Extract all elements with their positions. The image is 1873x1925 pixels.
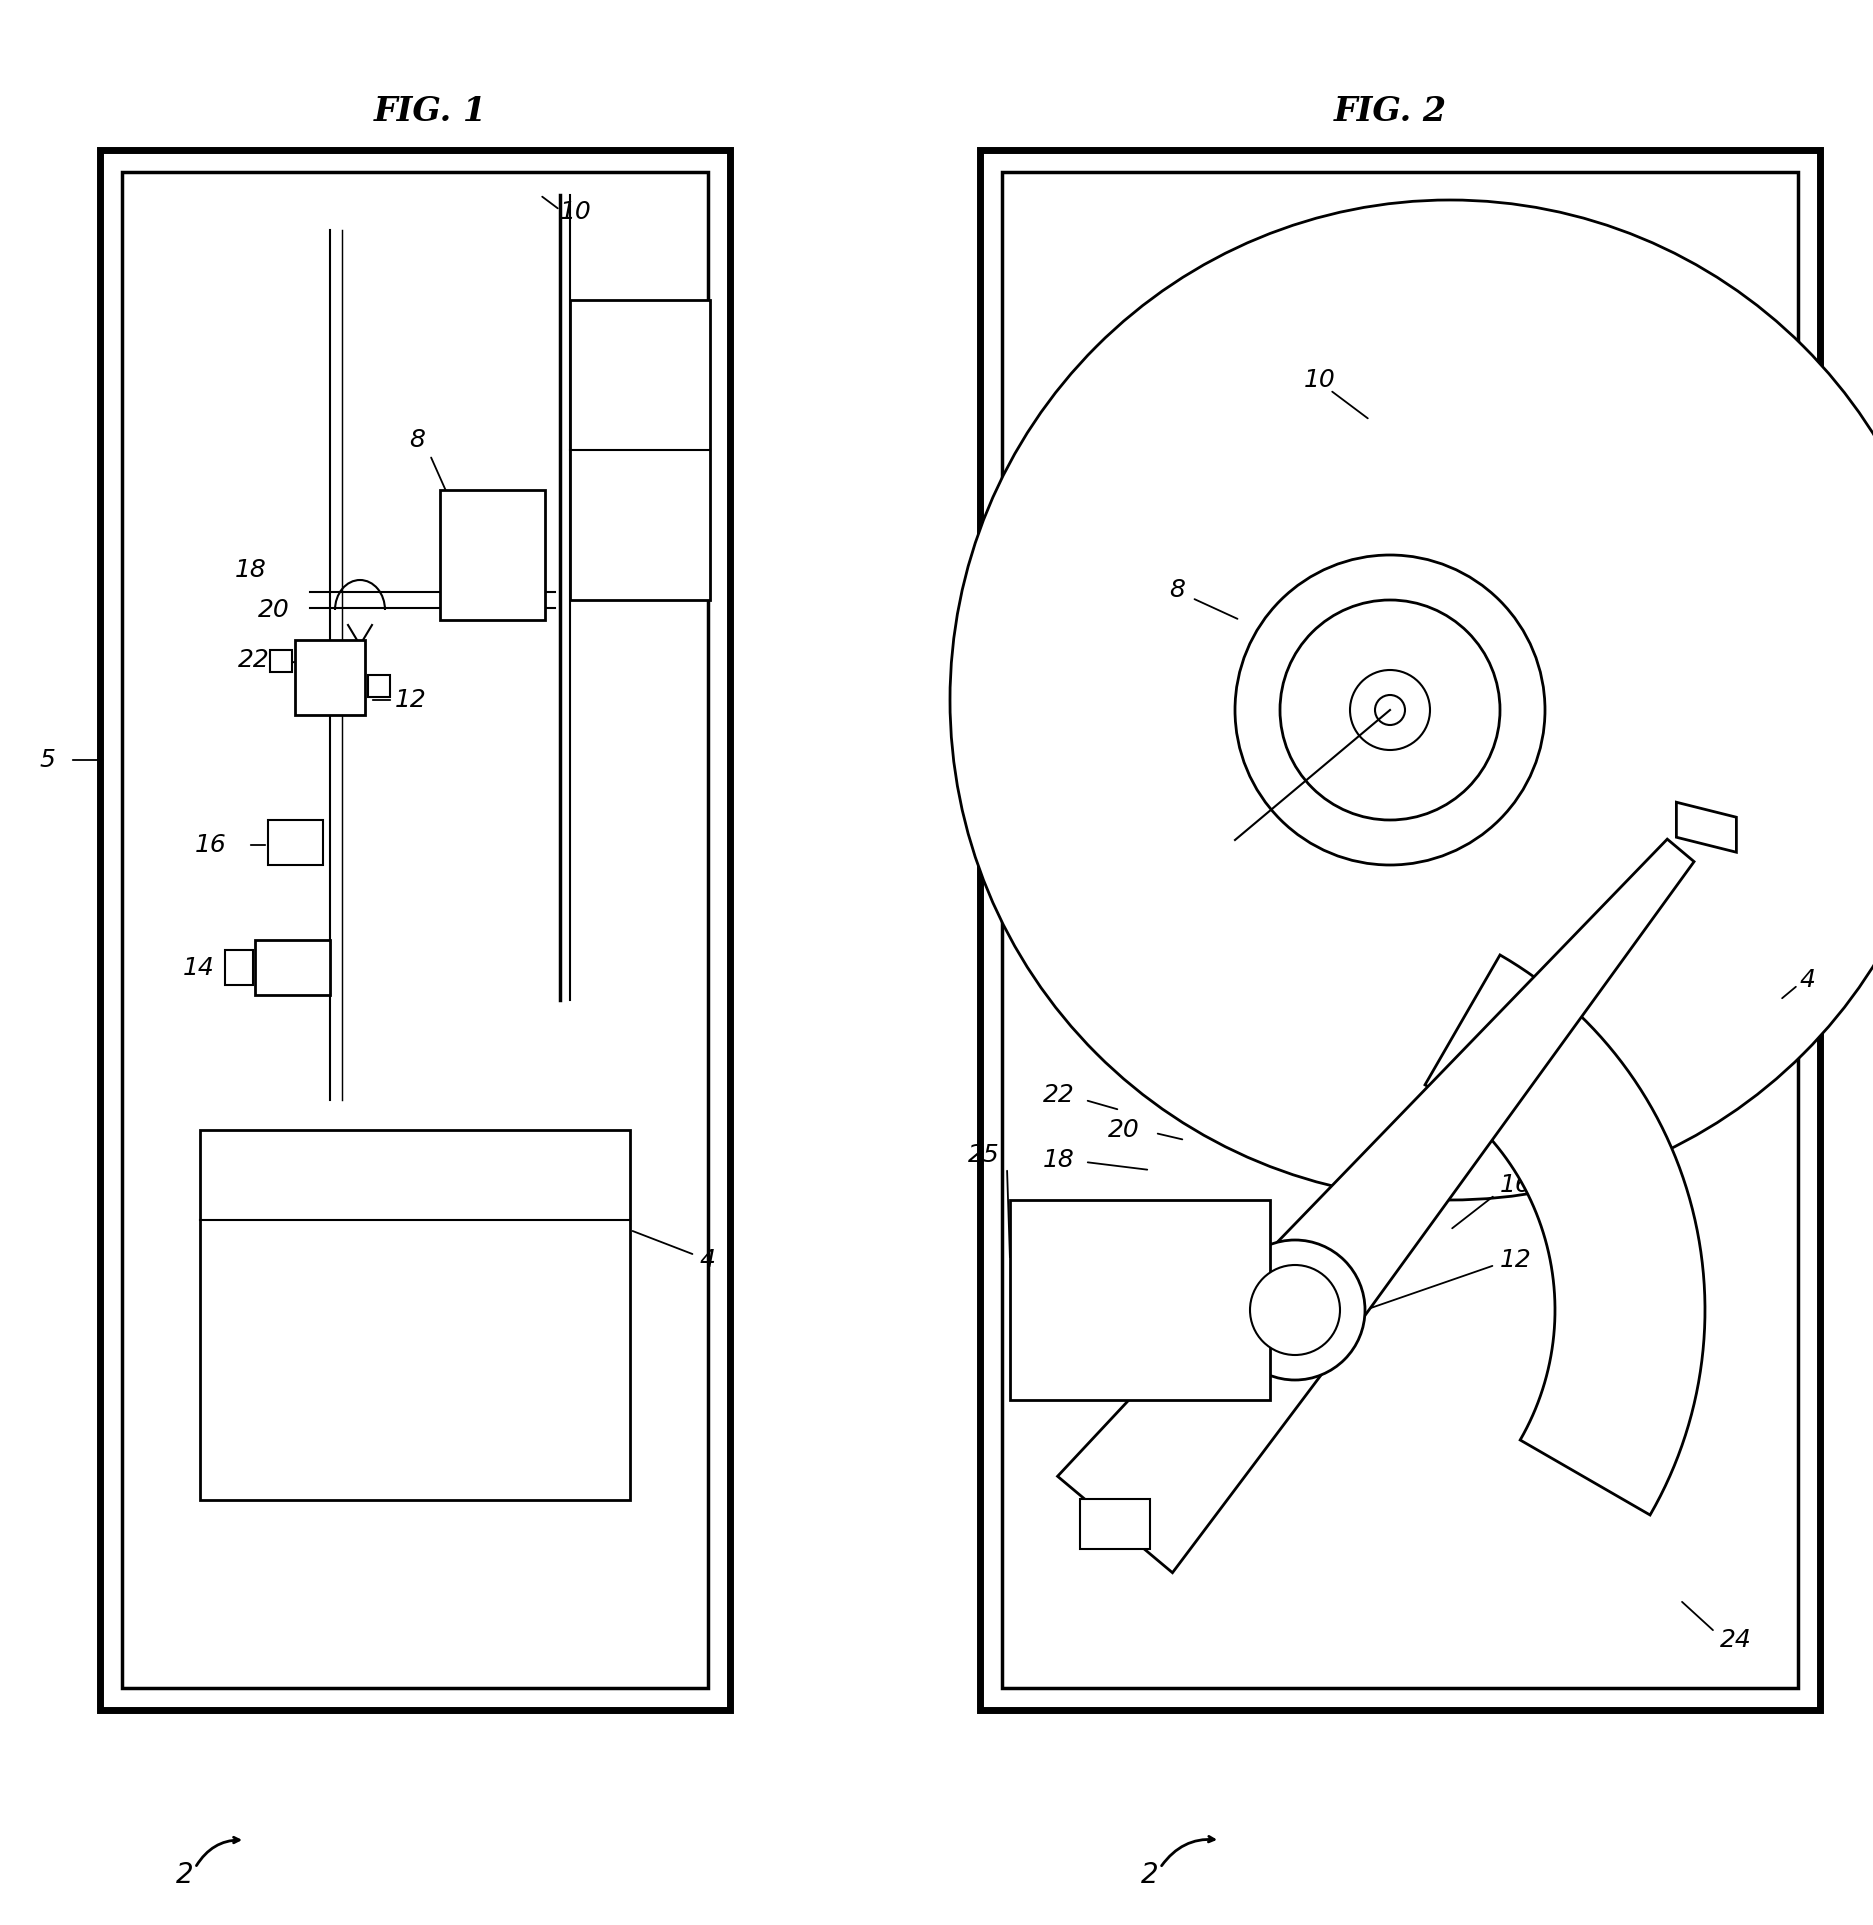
Bar [980, 150, 1819, 1709]
Bar [367, 676, 390, 697]
Text: 2: 2 [176, 1861, 193, 1888]
Bar [268, 820, 322, 864]
Polygon shape [1249, 839, 1693, 1349]
Circle shape [1225, 1240, 1364, 1380]
Text: 2: 2 [1141, 1861, 1158, 1888]
Circle shape [1279, 601, 1498, 820]
Text: 18: 18 [1043, 1147, 1075, 1172]
Text: FIG. 2: FIG. 2 [1334, 94, 1446, 127]
Bar [270, 651, 292, 672]
Text: FIG. 1: FIG. 1 [373, 94, 487, 127]
Circle shape [1249, 1265, 1339, 1355]
Text: CONTROLLER: CONTROLLER [1129, 1228, 1148, 1373]
Bar [200, 1130, 629, 1500]
Bar [225, 951, 253, 986]
Text: 14: 14 [184, 957, 215, 980]
Text: 20: 20 [258, 599, 290, 622]
Text: 22: 22 [238, 649, 270, 672]
Text: 22: 22 [1043, 1084, 1075, 1107]
Text: 10: 10 [1304, 368, 1335, 393]
Polygon shape [1056, 1270, 1341, 1573]
Circle shape [1349, 670, 1429, 751]
Bar [255, 939, 330, 995]
Bar [122, 171, 708, 1688]
Text: 16: 16 [1498, 1172, 1530, 1197]
Text: 24: 24 [1719, 1629, 1751, 1652]
Text: 18: 18 [236, 558, 266, 581]
Circle shape [1375, 695, 1405, 726]
Text: 20: 20 [1107, 1118, 1139, 1142]
Text: 25: 25 [968, 1143, 1000, 1167]
Polygon shape [1676, 803, 1736, 853]
Bar [440, 491, 545, 620]
Bar [569, 300, 710, 601]
Text: 4: 4 [701, 1247, 715, 1272]
Text: 8: 8 [408, 427, 425, 452]
Text: 8: 8 [1169, 578, 1184, 603]
Text: 16: 16 [195, 834, 227, 857]
Text: 6: 6 [680, 327, 695, 352]
Circle shape [950, 200, 1873, 1199]
Text: 12: 12 [395, 687, 427, 712]
Bar [1079, 1500, 1150, 1550]
Bar [99, 150, 730, 1709]
Circle shape [1234, 554, 1543, 864]
Text: 4: 4 [1800, 968, 1815, 991]
Text: 12: 12 [1498, 1247, 1530, 1272]
Bar [1002, 171, 1796, 1688]
Polygon shape [1423, 955, 1704, 1515]
Text: 10: 10 [560, 200, 592, 223]
Text: 5: 5 [39, 749, 54, 772]
Bar [1010, 1199, 1270, 1399]
Bar [294, 639, 365, 714]
